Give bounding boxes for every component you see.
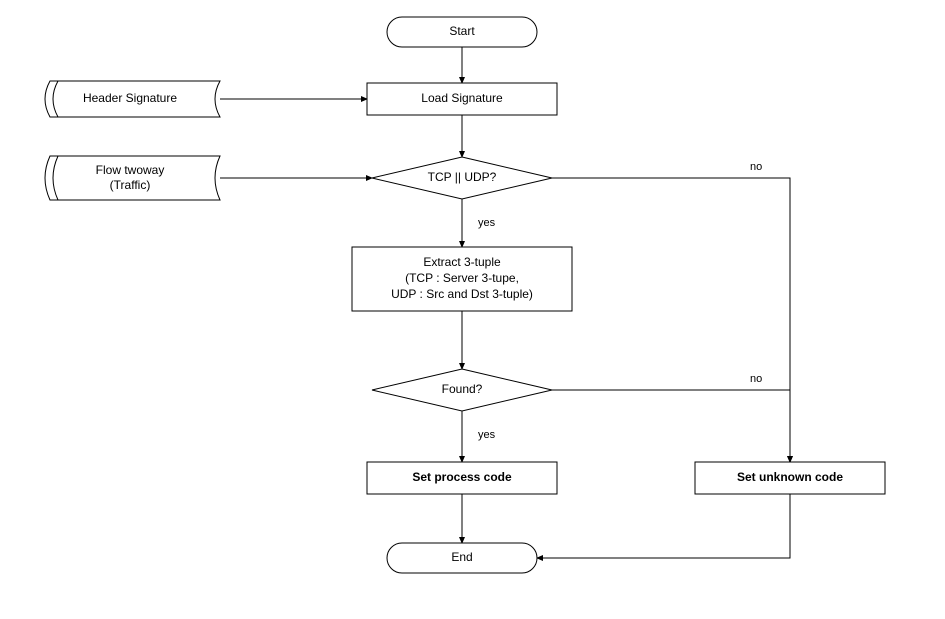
svg-text:Set unknown code: Set unknown code <box>737 470 843 484</box>
node-setUnknown: Set unknown code <box>695 462 885 494</box>
node-setProcess: Set process code <box>367 462 557 494</box>
node-found: Found? <box>372 369 552 411</box>
svg-text:Flow twoway: Flow twoway <box>96 163 165 177</box>
svg-text:yes: yes <box>478 217 496 229</box>
svg-text:End: End <box>451 550 472 564</box>
node-end: End <box>387 543 537 573</box>
node-headerSig: Header Signature <box>45 81 220 117</box>
svg-text:no: no <box>750 373 762 385</box>
svg-text:(Traffic): (Traffic) <box>110 178 151 192</box>
svg-text:Header Signature: Header Signature <box>83 91 177 105</box>
svg-text:yes: yes <box>478 429 496 441</box>
edge-found-setUnknown: no <box>552 373 790 462</box>
node-flowTwoway: Flow twoway(Traffic) <box>45 156 220 200</box>
svg-text:TCP || UDP?: TCP || UDP? <box>428 170 497 184</box>
node-start: Start <box>387 17 537 47</box>
node-tcpudp: TCP || UDP? <box>372 157 552 199</box>
edge-tcpudp-extract: yes <box>462 199 496 247</box>
svg-text:Start: Start <box>449 24 475 38</box>
svg-text:UDP : Src and Dst 3-tuple): UDP : Src and Dst 3-tuple) <box>391 287 533 301</box>
svg-text:Set process code: Set process code <box>412 470 512 484</box>
edge-setUnknown-end <box>537 494 790 558</box>
edge-tcpudp-setUnknown_join: no <box>552 161 790 462</box>
svg-text:no: no <box>750 161 762 173</box>
node-loadSig: Load Signature <box>367 83 557 115</box>
svg-text:Extract 3-tuple: Extract 3-tuple <box>423 255 501 269</box>
flowchart-canvas: yes no yes no Start Header Signature Load Sig… <box>0 0 945 614</box>
svg-text:Load Signature: Load Signature <box>421 91 503 105</box>
edge-found-setProcess: yes <box>462 411 496 462</box>
node-extract: Extract 3-tuple (TCP : Server 3-tupe, UDP … <box>352 247 572 311</box>
svg-text:(TCP : Server 3-tupe,: (TCP : Server 3-tupe, <box>405 271 519 285</box>
svg-text:Found?: Found? <box>442 382 483 396</box>
